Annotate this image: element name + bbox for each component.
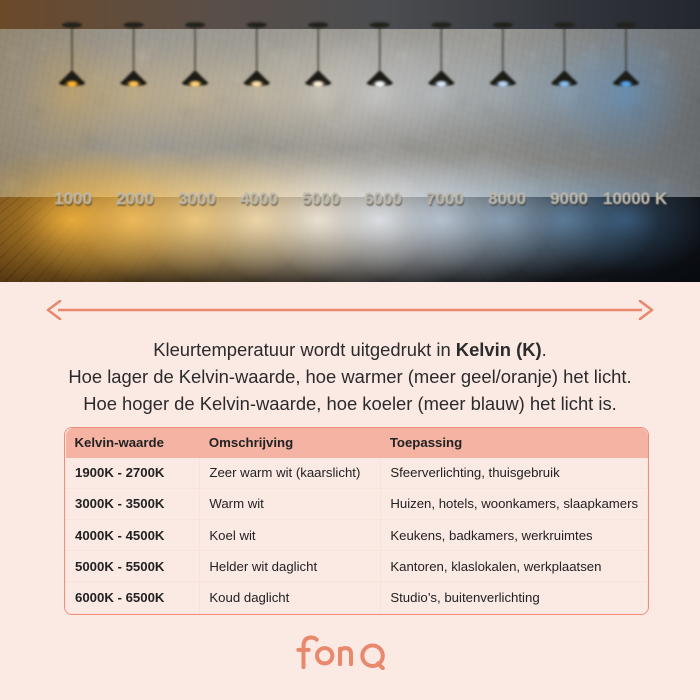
svg-text:5000: 5000 [302,189,340,208]
svg-text:3000: 3000 [178,189,216,208]
svg-text:9000: 9000 [550,189,588,208]
svg-text:2000: 2000 [116,189,154,208]
svg-text:10000 K: 10000 K [603,189,668,208]
svg-text:7000: 7000 [426,189,464,208]
svg-text:6000: 6000 [364,189,402,208]
svg-text:4000: 4000 [240,189,278,208]
svg-text:1000: 1000 [54,189,92,208]
svg-text:8000: 8000 [488,189,526,208]
